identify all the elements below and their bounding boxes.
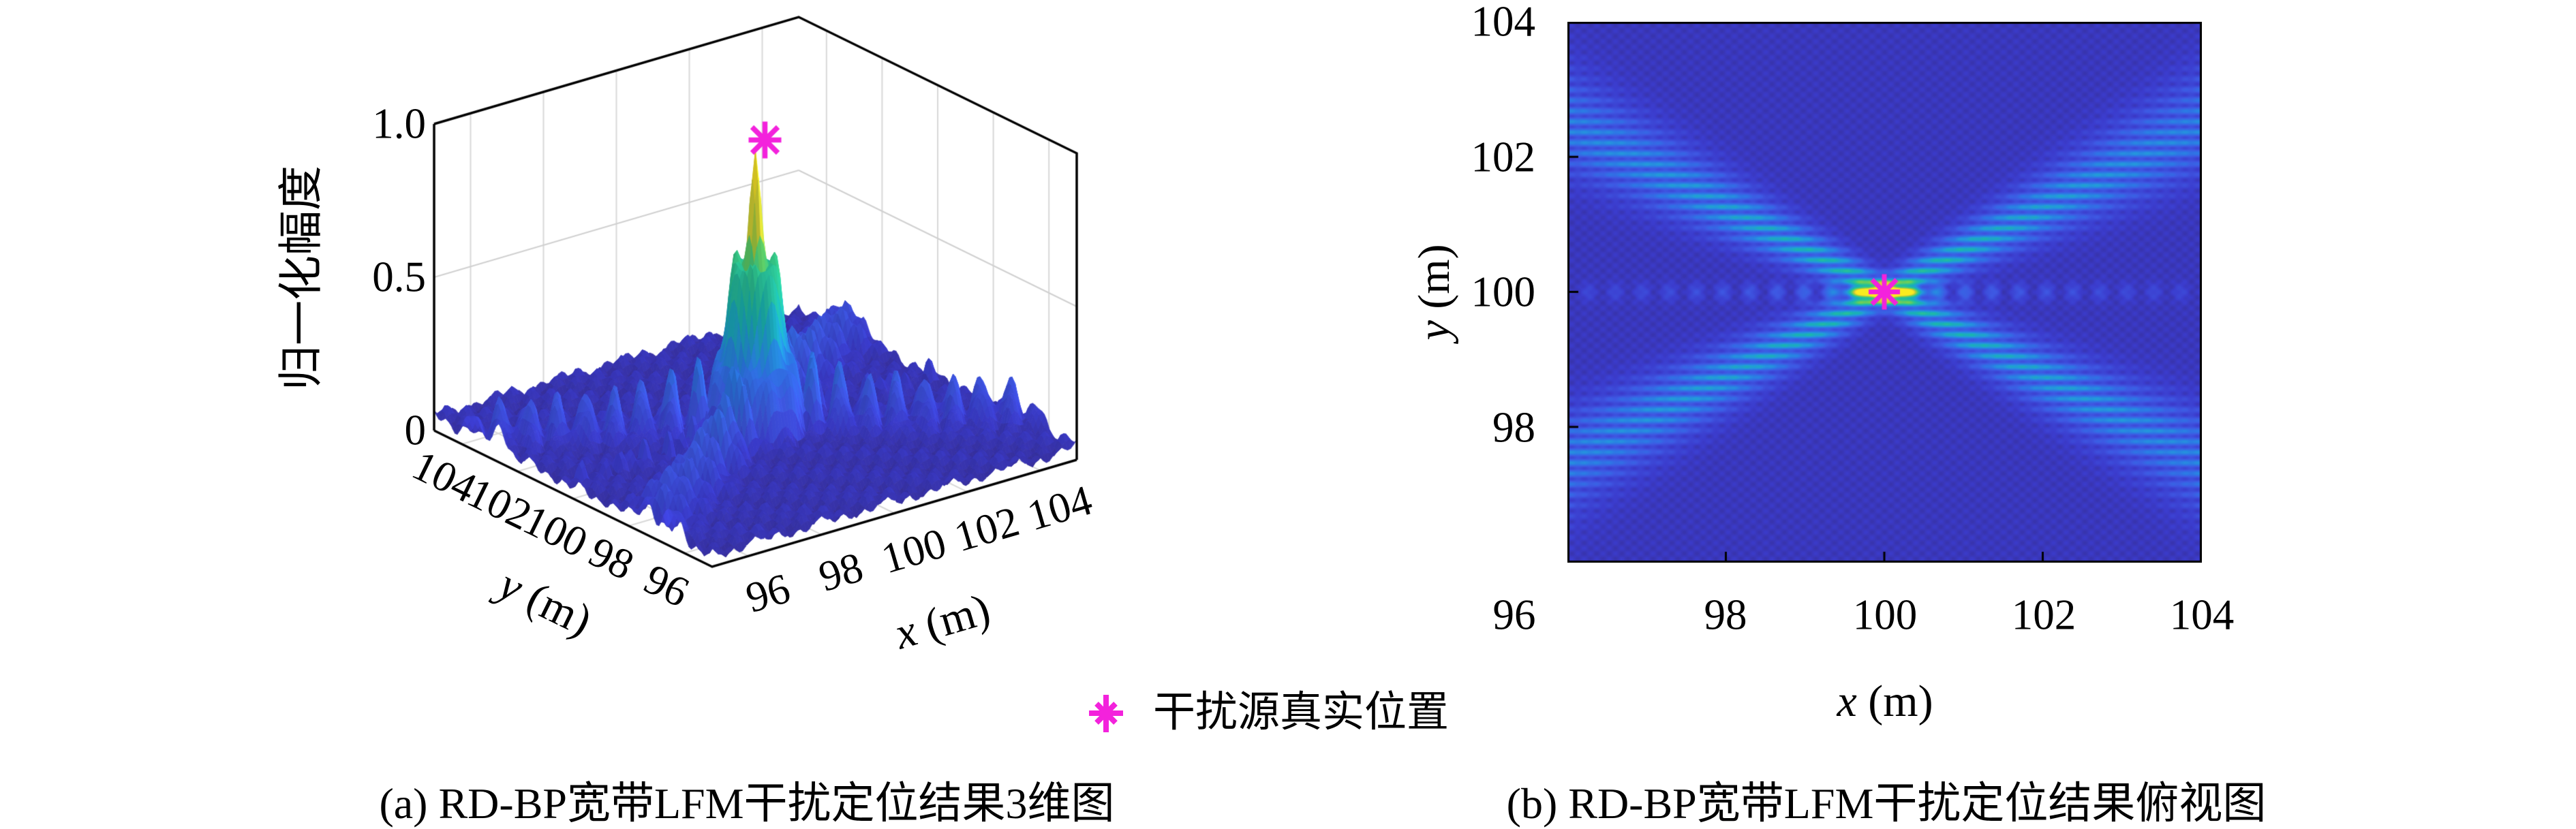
plot2d-xtick-label: 98	[1704, 591, 1747, 639]
plot2d-y-axis-var: y	[1409, 320, 1459, 341]
plot2d-ytick-label: 98	[1492, 403, 1535, 451]
plot2d-xtick-label: 100	[1852, 591, 1918, 639]
plot2d-ytick-label: 104	[1471, 0, 1536, 46]
plot2d-ytick-label: 102	[1471, 133, 1536, 181]
legend-label: 干扰源真实位置	[1153, 689, 1450, 736]
plot2d-xtick-label: 104	[2169, 591, 2235, 639]
plot3d-z-axis-label: 归一化幅度	[277, 166, 326, 390]
plot2d-x-axis-label: x (m)	[1837, 679, 1933, 724]
plot2d-y-axis-label: y (m)	[1409, 244, 1459, 341]
plot2d-x-axis-var: x	[1837, 676, 1857, 726]
plot3d-ztick-label: 0	[404, 406, 427, 454]
heatmap-canvas	[1567, 22, 2202, 563]
plot2d-x-axis-unit: (m)	[1868, 676, 1933, 726]
plot2d-xtick-label: 102	[2011, 591, 2076, 639]
caption-a: (a) RD-BP宽带LFM干扰定位结果3维图	[379, 779, 1115, 828]
plot3d-ztick-label: 0.5	[372, 253, 426, 301]
plot2d-xtick-label: 96	[1492, 591, 1536, 639]
plot3d-ztick-label: 1.0	[372, 99, 426, 148]
surface3d-canvas	[375, 0, 1138, 599]
plot2d-ytick-label: 100	[1471, 268, 1536, 316]
caption-b: (b) RD-BP宽带LFM干扰定位结果俯视图	[1506, 779, 2267, 828]
plot3d-x-axis-var: x	[889, 606, 923, 659]
asterisk-icon	[1089, 695, 1123, 732]
plot2d-y-axis-unit: (m)	[1409, 244, 1459, 309]
